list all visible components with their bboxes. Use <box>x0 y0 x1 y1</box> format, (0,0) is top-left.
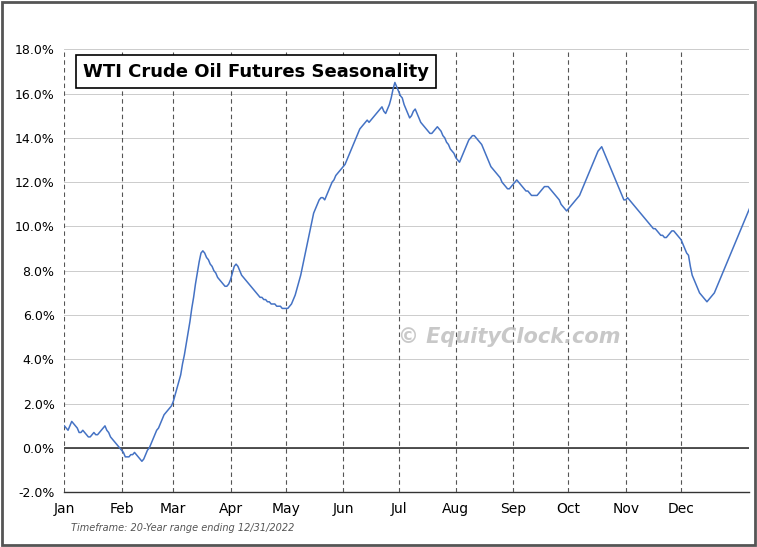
Text: Timeframe: 20-Year range ending 12/31/2022: Timeframe: 20-Year range ending 12/31/20… <box>71 523 294 533</box>
Text: © EquityClock.com: © EquityClock.com <box>398 327 621 347</box>
Text: CRUDE OIL FUTURES (CL) SEASONAL CHART: CRUDE OIL FUTURES (CL) SEASONAL CHART <box>17 18 360 31</box>
Text: WTI Crude Oil Futures Seasonality: WTI Crude Oil Futures Seasonality <box>83 62 429 80</box>
